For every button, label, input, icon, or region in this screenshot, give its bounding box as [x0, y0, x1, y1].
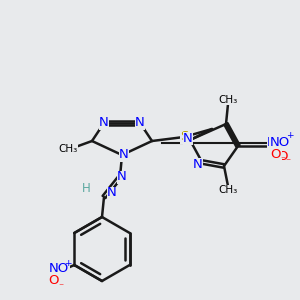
Text: +: + — [285, 133, 291, 142]
Text: H: H — [82, 182, 90, 196]
Text: O: O — [270, 148, 280, 160]
Text: CH₃: CH₃ — [58, 144, 78, 154]
Text: ⁻: ⁻ — [285, 157, 291, 167]
Text: CH₃: CH₃ — [218, 95, 238, 105]
Text: N: N — [267, 136, 277, 149]
Text: O: O — [277, 149, 287, 163]
Text: O: O — [48, 274, 59, 287]
Text: N: N — [183, 131, 193, 145]
Text: N: N — [119, 148, 129, 161]
Text: N: N — [99, 116, 109, 130]
Text: NO: NO — [270, 136, 290, 148]
Text: NO: NO — [48, 262, 68, 275]
Text: CH₃: CH₃ — [218, 185, 238, 195]
Text: +: + — [286, 131, 293, 140]
Text: N: N — [135, 116, 145, 130]
Text: +: + — [64, 259, 72, 268]
Text: N: N — [107, 187, 117, 200]
Text: O: O — [277, 136, 287, 149]
Text: ⁻: ⁻ — [58, 282, 63, 292]
Text: N: N — [193, 158, 203, 170]
Text: S: S — [180, 130, 188, 143]
Text: ⁻: ⁻ — [280, 155, 285, 165]
Text: N: N — [117, 170, 127, 184]
